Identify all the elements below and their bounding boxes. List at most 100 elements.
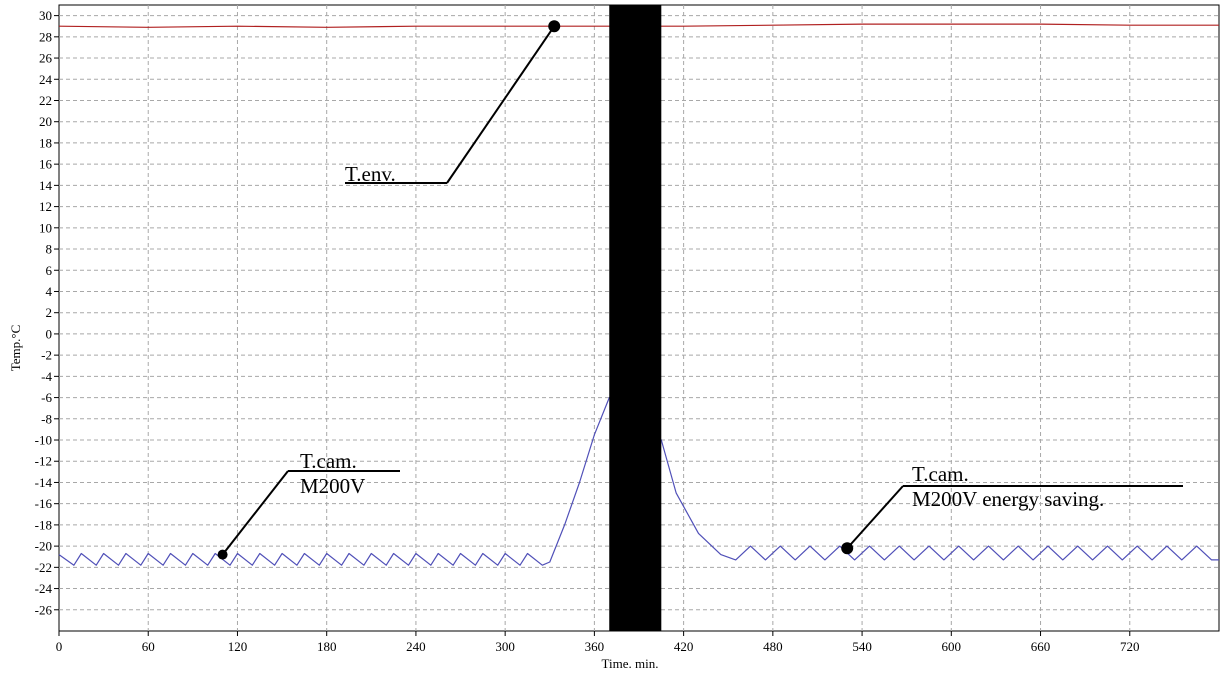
data-point [319, 565, 320, 566]
data-point [698, 533, 699, 534]
data-point [1040, 24, 1041, 25]
data-point [594, 26, 595, 27]
y-tick-label: 12 [39, 199, 52, 214]
data-point [58, 26, 59, 27]
x-tick-label: 360 [585, 639, 605, 654]
data-point [988, 546, 989, 547]
annotation-label: T.cam. [912, 462, 969, 486]
y-tick-label: -26 [35, 602, 53, 617]
data-point [170, 553, 171, 554]
data-point [1033, 559, 1034, 560]
data-point [1211, 559, 1212, 560]
data-point [824, 559, 825, 560]
data-point [96, 565, 97, 566]
data-point [185, 565, 186, 566]
y-tick-label: 6 [46, 263, 53, 278]
data-point [564, 524, 565, 525]
data-point [163, 565, 164, 566]
y-tick-label: -12 [35, 454, 52, 469]
x-tick-label: 720 [1120, 639, 1140, 654]
x-tick-label: 480 [763, 639, 783, 654]
data-point [118, 565, 119, 566]
y-tick-label: -14 [35, 475, 53, 490]
data-point [304, 553, 305, 554]
y-tick-label: 28 [39, 29, 52, 44]
data-point [1062, 559, 1063, 560]
data-point [140, 565, 141, 566]
annotation-leader [221, 470, 289, 556]
data-point [594, 434, 595, 435]
data-point [482, 553, 483, 554]
data-point [735, 559, 736, 560]
data-point [973, 559, 974, 560]
data-point [1218, 25, 1219, 26]
annotation-label: T.cam. [300, 449, 357, 473]
data-point [274, 565, 275, 566]
data-point [1077, 546, 1078, 547]
data-point [884, 559, 885, 560]
data-point [505, 553, 506, 554]
data-point [326, 553, 327, 554]
y-tick-label: 30 [39, 8, 52, 23]
data-point [519, 565, 520, 566]
x-tick-label: 660 [1031, 639, 1051, 654]
data-point [207, 565, 208, 566]
y-tick-label: 10 [39, 220, 52, 235]
data-point [928, 546, 929, 547]
annotation-marker [841, 542, 854, 555]
data-point [1218, 559, 1219, 560]
data-point [371, 553, 372, 554]
annotation-label: M200V energy saving. [912, 487, 1104, 511]
data-point [229, 565, 230, 566]
data-point [453, 565, 454, 566]
data-point [549, 561, 550, 562]
data-point [1018, 546, 1019, 547]
x-tick-label: 120 [228, 639, 248, 654]
y-axis-label: Temp.°C [8, 325, 23, 372]
x-tick-label: 0 [56, 639, 63, 654]
y-tick-label: -20 [35, 539, 52, 554]
x-tick-label: 180 [317, 639, 337, 654]
data-point [73, 565, 74, 566]
y-tick-label: 26 [39, 51, 53, 66]
data-point [103, 553, 104, 554]
data-point [408, 565, 409, 566]
data-point [1003, 559, 1004, 560]
x-tick-label: 60 [142, 639, 155, 654]
y-tick-label: -10 [35, 433, 52, 448]
data-point [683, 26, 684, 27]
data-point [192, 553, 193, 554]
data-point [497, 565, 498, 566]
data-point [282, 553, 283, 554]
y-tick-label: -8 [41, 411, 52, 426]
y-tick-label: -18 [35, 517, 52, 532]
data-point [1166, 546, 1167, 547]
data-point [460, 553, 461, 554]
x-tick-label: 300 [495, 639, 515, 654]
grid-lines [54, 5, 1219, 636]
data-point [676, 493, 677, 494]
data-point [862, 24, 863, 25]
y-tick-label: 2 [46, 305, 53, 320]
y-tick-label: -24 [35, 581, 53, 596]
y-tick-label: -22 [35, 560, 52, 575]
data-point [1107, 546, 1108, 547]
y-tick-label: -6 [41, 390, 52, 405]
data-point [914, 559, 915, 560]
y-tick-label: 8 [46, 242, 53, 257]
data-point [259, 553, 260, 554]
data-point [943, 559, 944, 560]
data-point [1129, 25, 1130, 26]
annotation-marker [217, 549, 228, 560]
data-point [237, 26, 238, 27]
y-tick-label: 18 [39, 135, 52, 150]
y-tick-label: 22 [39, 93, 52, 108]
data-point [899, 546, 900, 547]
y-tick-label: 4 [46, 284, 53, 299]
data-point [765, 559, 766, 560]
x-tick-label: 240 [406, 639, 426, 654]
data-point [780, 546, 781, 547]
y-tick-label: 20 [39, 114, 52, 129]
data-point [1152, 559, 1153, 560]
